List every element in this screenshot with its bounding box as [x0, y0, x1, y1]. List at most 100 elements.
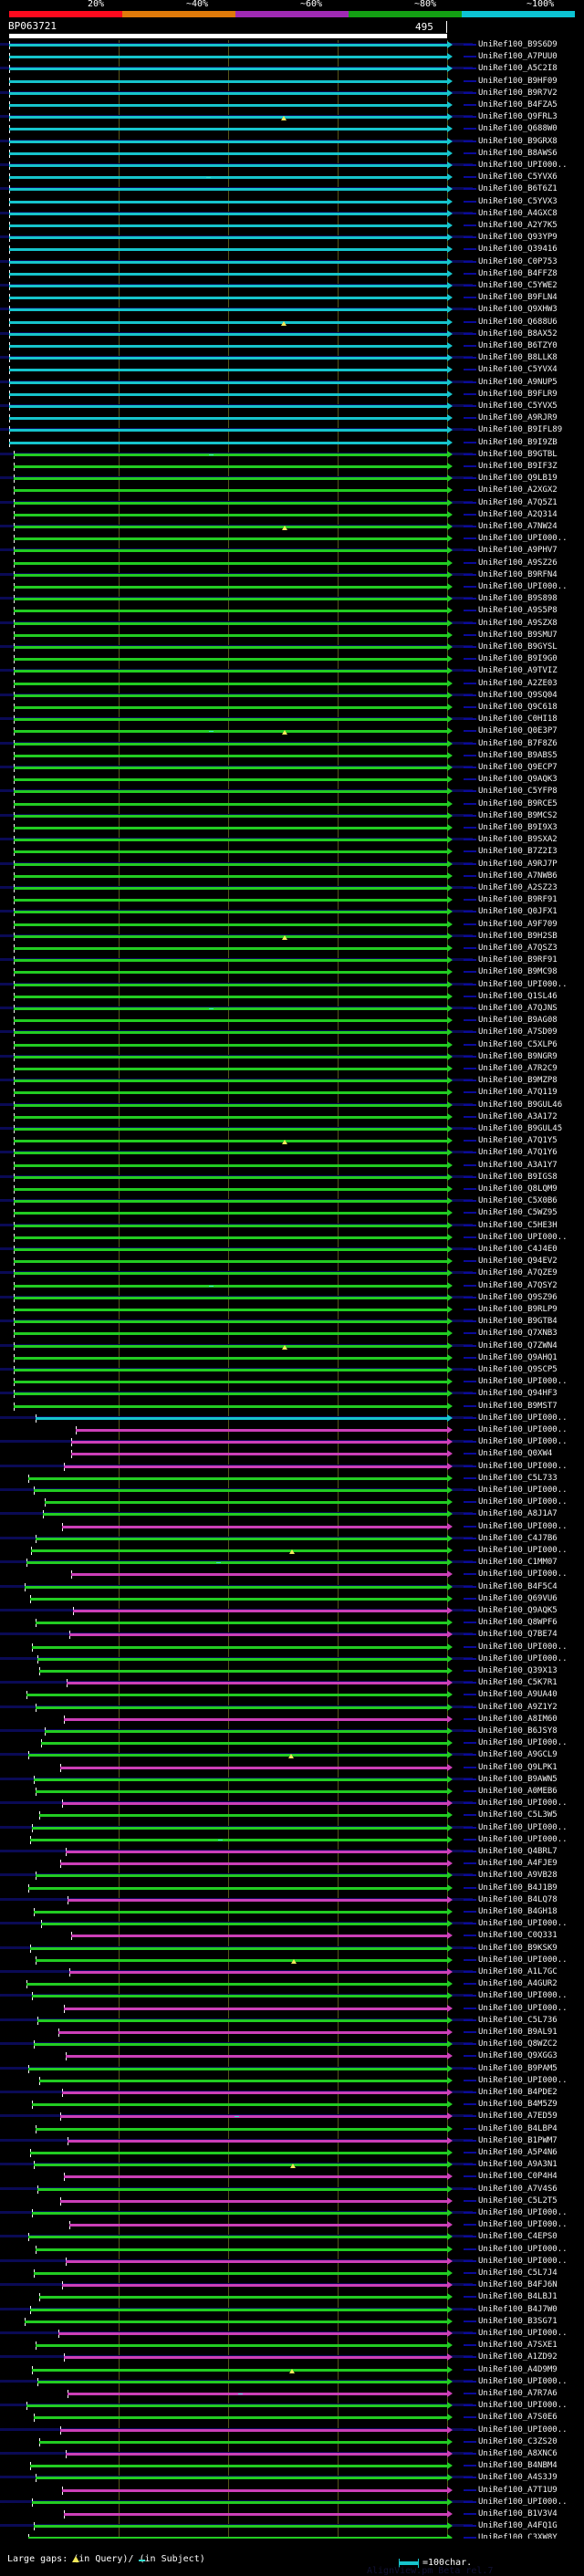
hit-bar[interactable] [30, 1947, 447, 1950]
hit-bar[interactable] [62, 1526, 447, 1528]
hit-bar[interactable] [39, 2080, 447, 2082]
hit-label[interactable]: UniRef100_C5K7R1 [478, 1678, 558, 1687]
hit-label[interactable]: UniRef100_B9GUL45 [478, 1124, 563, 1133]
hit-label[interactable]: UniRef100_UPI000.. [478, 2425, 568, 2435]
hit-label[interactable]: UniRef100_Q8LQM9 [478, 1184, 558, 1194]
hit-label[interactable]: UniRef100_C1MM07 [478, 1558, 558, 1567]
hit-bar[interactable] [60, 2429, 447, 2432]
hit-bar[interactable] [69, 1971, 447, 1974]
hit-bar[interactable] [36, 1538, 447, 1540]
hit-bar[interactable] [9, 224, 447, 227]
hit-label[interactable]: UniRef100_C5YWE2 [478, 281, 558, 290]
hit-label[interactable]: UniRef100_UPI000.. [478, 161, 568, 170]
hit-label[interactable]: UniRef100_C5XLP6 [478, 1040, 558, 1049]
hit-label[interactable]: UniRef100_C5L733 [478, 1474, 558, 1483]
hit-bar[interactable] [14, 1381, 447, 1383]
hit-label[interactable]: UniRef100_Q9XHW3 [478, 305, 558, 314]
hit-label[interactable]: UniRef100_UPI000.. [478, 1799, 568, 1808]
hit-label[interactable]: UniRef100_UPI000.. [478, 2401, 568, 2410]
hit-bar[interactable] [14, 1392, 447, 1395]
hit-bar[interactable] [14, 1405, 447, 1408]
hit-label[interactable]: UniRef100_UPI000.. [478, 1486, 568, 1495]
hit-label[interactable]: UniRef100_UPI000.. [478, 2245, 568, 2254]
hit-bar[interactable] [30, 1598, 447, 1601]
hit-label[interactable]: UniRef100_A4FQ1G [478, 2521, 558, 2530]
hit-bar[interactable] [69, 2224, 447, 2227]
hit-label[interactable]: UniRef100_B9MST7 [478, 1402, 558, 1411]
hit-label[interactable]: UniRef100_UPI000.. [478, 1425, 568, 1434]
hit-bar[interactable] [9, 141, 447, 143]
hit-bar[interactable] [34, 1489, 447, 1492]
hit-bar[interactable] [30, 1839, 447, 1841]
hit-label[interactable]: UniRef100_C5L2T5 [478, 2196, 558, 2206]
hit-label[interactable]: UniRef100_A9NUP5 [478, 378, 558, 387]
hit-bar[interactable] [14, 1200, 447, 1203]
hit-label[interactable]: UniRef100_UPI000.. [478, 980, 568, 989]
hit-bar[interactable] [58, 2031, 447, 2034]
hit-bar[interactable] [14, 935, 447, 938]
hit-bar[interactable] [9, 152, 447, 155]
hit-bar[interactable] [25, 1586, 447, 1589]
hit-label[interactable]: UniRef100_C5WZ95 [478, 1208, 558, 1217]
hit-bar[interactable] [66, 2260, 447, 2263]
hit-bar[interactable] [14, 646, 447, 649]
hit-bar[interactable] [32, 1827, 447, 1830]
hit-bar[interactable] [14, 634, 447, 637]
hit-bar[interactable] [9, 357, 447, 360]
hit-bar[interactable] [14, 454, 447, 456]
hit-bar[interactable] [32, 2501, 447, 2504]
hit-label[interactable]: UniRef100_UPI000.. [478, 1654, 568, 1663]
hit-bar[interactable] [36, 1874, 447, 1877]
hit-label[interactable]: UniRef100_B9RF91 [478, 895, 558, 904]
hit-bar[interactable] [14, 1297, 447, 1299]
hit-label[interactable]: UniRef100_A9PHV7 [478, 546, 558, 555]
hit-label[interactable]: UniRef100_A5P4N6 [478, 2148, 558, 2157]
hit-bar[interactable] [68, 1899, 447, 1902]
hit-label[interactable]: UniRef100_A9SZX8 [478, 619, 558, 628]
hit-label[interactable]: UniRef100_UPI000.. [478, 1643, 568, 1652]
hit-label[interactable]: UniRef100_A2XGX2 [478, 485, 558, 495]
hit-bar[interactable] [14, 1309, 447, 1311]
hit-bar[interactable] [14, 1031, 447, 1034]
hit-label[interactable]: UniRef100_Q9LB19 [478, 474, 558, 483]
hit-label[interactable]: UniRef100_Q688U6 [478, 318, 558, 327]
hit-label[interactable]: UniRef100_A2Q314 [478, 510, 558, 519]
hit-label[interactable]: UniRef100_C5L7J4 [478, 2268, 558, 2278]
hit-bar[interactable] [9, 56, 447, 58]
hit-label[interactable]: UniRef100_A9RJ7P [478, 860, 558, 869]
hit-label[interactable]: UniRef100_C5YVX3 [478, 197, 558, 206]
hit-bar[interactable] [28, 1887, 447, 1890]
hit-bar[interactable] [28, 2537, 447, 2539]
hit-bar[interactable] [37, 2381, 447, 2383]
hit-bar[interactable] [32, 2369, 447, 2372]
hit-bar[interactable] [14, 1188, 447, 1191]
hit-label[interactable]: UniRef100_B4M5Z9 [478, 2100, 558, 2109]
hit-bar[interactable] [39, 2296, 447, 2299]
hit-label[interactable]: UniRef100_UPI000.. [478, 2220, 568, 2229]
hit-label[interactable]: UniRef100_UPI000.. [478, 1546, 568, 1555]
hit-bar[interactable] [14, 1128, 447, 1131]
hit-label[interactable]: UniRef100_A7QSY2 [478, 1281, 558, 1290]
hit-label[interactable]: UniRef100_B9H2SB [478, 932, 558, 941]
hit-label[interactable]: UniRef100_B9SMU7 [478, 631, 558, 640]
hit-label[interactable]: UniRef100_A4GUR2 [478, 1979, 558, 1988]
hit-bar[interactable] [28, 2236, 447, 2238]
hit-label[interactable]: UniRef100_UPI000.. [478, 1413, 568, 1423]
hit-bar[interactable] [14, 683, 447, 685]
hit-bar[interactable] [9, 261, 447, 264]
hit-label[interactable]: UniRef100_B4FZA5 [478, 100, 558, 110]
hit-bar[interactable] [64, 1465, 447, 1468]
hit-bar[interactable] [14, 1345, 447, 1348]
hit-bar[interactable] [14, 755, 447, 757]
hit-label[interactable]: UniRef100_UPI000.. [478, 1233, 568, 1242]
hit-label[interactable]: UniRef100_B9HF09 [478, 77, 558, 86]
hit-bar[interactable] [14, 1019, 447, 1022]
hit-bar[interactable] [14, 1260, 447, 1263]
hit-label[interactable]: UniRef100_B4J1B9 [478, 1883, 558, 1893]
hit-label[interactable]: UniRef100_B9SXA2 [478, 835, 558, 844]
hit-label[interactable]: UniRef100_Q7BE74 [478, 1630, 558, 1639]
hit-bar[interactable] [14, 1332, 447, 1335]
hit-label[interactable]: UniRef100_C5YFP8 [478, 787, 558, 796]
hit-bar[interactable] [9, 308, 447, 311]
hit-label[interactable]: UniRef100_B6JSY8 [478, 1726, 558, 1736]
